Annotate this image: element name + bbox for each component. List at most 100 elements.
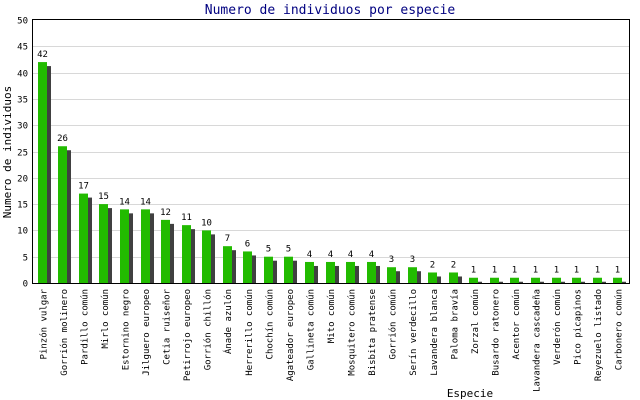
x-tick-label: Gorrión común (388, 289, 399, 359)
value-label: 4 (307, 250, 312, 260)
bar (346, 261, 355, 283)
value-label: 26 (57, 134, 68, 144)
value-label: 1 (574, 266, 579, 276)
bar (161, 219, 170, 283)
value-label: 17 (78, 182, 89, 192)
value-label: 2 (430, 260, 435, 270)
x-tick-label: Lavandera cascadeña (533, 289, 543, 392)
y-tick-label: 0 (23, 280, 28, 290)
x-tick-label: Zorzal común (471, 289, 481, 354)
bar (387, 267, 396, 283)
x-tick-label: Lavandera blanca (430, 289, 440, 376)
bar (243, 251, 252, 283)
y-tick-label: 35 (17, 96, 28, 106)
value-label: 5 (286, 245, 291, 255)
bar (99, 204, 108, 283)
value-label: 1 (615, 266, 620, 276)
chart-title: Numero de individuos por especie (205, 3, 456, 18)
x-tick-label: Bisbita pratense (368, 289, 378, 376)
bar (58, 146, 67, 283)
value-label: 1 (512, 266, 517, 276)
bar (408, 267, 417, 283)
x-tick-label: Petirrojo europeo (183, 289, 193, 381)
y-tick-labels: 0 5 10 15 20 25 30 35 40 45 50 (17, 17, 28, 290)
value-label: 4 (348, 250, 353, 260)
x-tick-label: Mirlo común (101, 289, 111, 349)
value-label: 2 (451, 260, 456, 270)
x-tick-label: Serín verdecillo (409, 289, 419, 376)
x-tick-label: Gorrión chillón (203, 289, 214, 370)
x-tick-label: Carbonero común (615, 289, 625, 370)
y-tick-label: 40 (17, 70, 28, 80)
x-tick-label: Chochín común (265, 289, 275, 359)
bar (264, 256, 273, 283)
value-label: 3 (389, 255, 394, 265)
bar (120, 209, 129, 283)
bar-shadows (42, 66, 626, 283)
value-label: 1 (554, 266, 559, 276)
x-tick-label: Pico picapinos (574, 289, 584, 365)
y-tick-label: 50 (17, 17, 28, 27)
y-tick-label: 25 (17, 149, 28, 159)
bar (79, 193, 88, 283)
x-tick-label: Herrerillo común (245, 289, 255, 376)
bars (38, 62, 622, 283)
bar (367, 261, 376, 283)
bar (141, 209, 150, 283)
x-tick-label: Ánade azulón (222, 289, 234, 354)
x-tick-labels: Pinzón vulgar Gorrión molinero Pardillo co… (38, 288, 624, 392)
value-label: 3 (410, 255, 415, 265)
x-tick-label: Reyezuelo listado (594, 289, 604, 381)
bar (202, 230, 211, 283)
bar (510, 277, 519, 283)
value-label: 4 (369, 250, 374, 260)
y-axis-label: Numero de individuos (1, 86, 14, 218)
bar (531, 277, 540, 283)
bar (305, 261, 314, 283)
x-tick-label: Cetia ruiseñor (163, 288, 173, 364)
bar (593, 277, 602, 283)
x-tick-label: Pardillo común (80, 289, 90, 365)
value-label: 1 (595, 266, 600, 276)
bar (469, 277, 478, 283)
bar (326, 261, 335, 283)
bar (284, 256, 293, 283)
x-tick-label: Verderón común (552, 289, 563, 365)
value-label: 12 (160, 208, 171, 218)
value-label: 6 (245, 239, 250, 249)
bar (552, 277, 561, 283)
bar (428, 272, 437, 283)
x-tick-label: Gallineta común (306, 289, 316, 370)
bar (490, 277, 499, 283)
bar (38, 62, 47, 283)
value-label: 1 (492, 266, 497, 276)
x-tick-label: Mito común (327, 289, 337, 343)
x-tick-label: Jilguero europeo (142, 289, 152, 376)
value-label: 11 (181, 213, 192, 223)
x-tick-label: Mosquitero común (348, 289, 358, 376)
value-label: 5 (266, 245, 271, 255)
y-tick-label: 15 (17, 201, 28, 211)
value-label: 1 (471, 266, 476, 276)
bar (613, 277, 622, 283)
y-tick-label: 20 (17, 175, 28, 185)
value-label: 42 (37, 50, 48, 60)
x-tick-label: Busardo ratonero (491, 289, 501, 376)
plot-frame (32, 19, 630, 284)
value-label: 1 (533, 266, 538, 276)
x-axis-label: Especie (447, 387, 493, 400)
x-tick-label: Pinzón vulgar (38, 288, 49, 359)
y-tick-label: 45 (17, 43, 28, 53)
y-tick-label: 30 (17, 122, 28, 132)
value-label: 10 (201, 218, 212, 228)
value-label: 14 (119, 197, 130, 207)
x-tick-label: Agateador europeo (286, 289, 296, 381)
value-label: 15 (98, 192, 109, 202)
y-tick-label: 5 (23, 254, 28, 264)
x-tick-label: Gorrión molinero (59, 289, 70, 376)
bar (223, 246, 232, 283)
value-label: 14 (140, 197, 151, 207)
bar (182, 225, 191, 283)
